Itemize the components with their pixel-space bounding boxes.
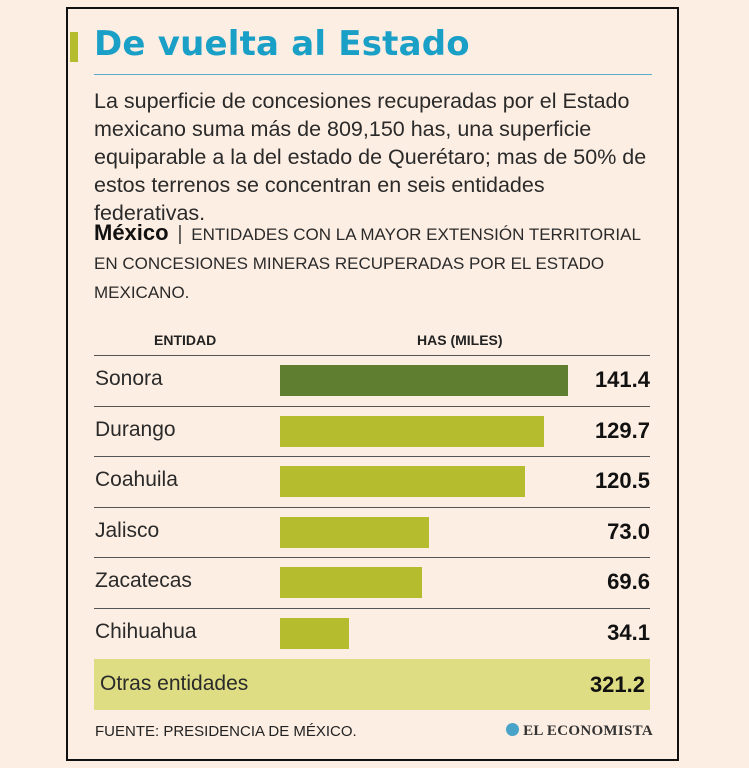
bar-label-coahuila: Coahuila xyxy=(95,468,178,492)
bar-value-durango: 129.7 xyxy=(594,417,650,443)
chart-subtitle: México | ENTIDADES CON LA MAYOR EXTENSIÓ… xyxy=(94,218,654,307)
table-rule xyxy=(94,406,650,407)
brand-name: EL ECONOMISTA xyxy=(523,723,653,739)
bar-coahuila xyxy=(280,466,525,498)
bar-label-zacatecas: Zacatecas xyxy=(95,569,192,593)
bar-value-coahuila: 120.5 xyxy=(594,468,650,494)
bar-zacatecas xyxy=(280,567,422,599)
bar-sonora xyxy=(280,365,568,396)
subtitle-text: ENTIDADES CON LA MAYOR EXTENSIÓN TERRITO… xyxy=(94,225,641,302)
source-note: FUENTE: PRESIDENCIA DE MÉXICO. xyxy=(95,723,357,740)
table-rule xyxy=(94,507,650,508)
bar-label-chihuahua: Chihuahua xyxy=(95,620,197,643)
column-header-value: HAS (MILES) xyxy=(417,332,503,348)
subtitle-separator: | xyxy=(177,223,183,245)
table-rule xyxy=(94,456,650,457)
bar-value-zacatecas: 69.6 xyxy=(607,569,650,595)
intro-paragraph: La superficie de concesiones recuperadas… xyxy=(94,89,647,225)
title-divider xyxy=(94,74,652,75)
bar-jalisco xyxy=(280,516,429,548)
subtitle-country: México xyxy=(94,220,169,245)
title-accent-mark xyxy=(70,32,78,62)
bar-chihuahua xyxy=(280,618,349,649)
bar-label-sonora: Sonora xyxy=(95,367,163,390)
table-rule xyxy=(94,557,650,558)
table-rule xyxy=(94,355,650,356)
bar-durango xyxy=(280,415,544,447)
table-rule xyxy=(94,608,650,609)
others-row-band xyxy=(94,659,650,710)
bar-value-jalisco: 73.0 xyxy=(607,518,650,544)
bar-value-sonora: 141.4 xyxy=(594,367,650,392)
others-value: 321.2 xyxy=(589,672,645,697)
column-header-entity: ENTIDAD xyxy=(154,332,217,348)
brand-logo: EL ECONOMISTA xyxy=(506,723,653,740)
others-label: Otras entidades xyxy=(100,672,249,695)
bar-label-durango: Durango xyxy=(95,417,176,441)
bar-label-jalisco: Jalisco xyxy=(95,518,160,542)
bar-value-chihuahua: 34.1 xyxy=(607,620,650,645)
page-title: De vuelta al Estado xyxy=(94,24,470,64)
brand-icon xyxy=(506,723,520,736)
